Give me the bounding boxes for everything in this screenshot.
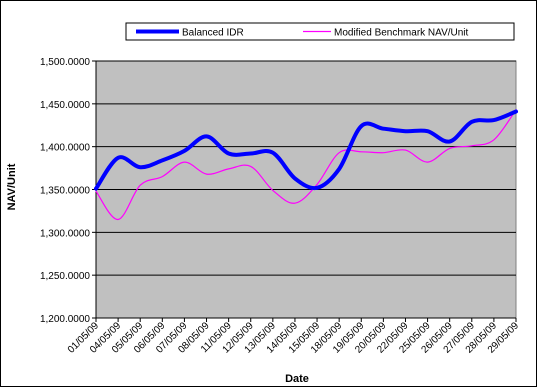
legend-label: Balanced IDR (182, 28, 244, 39)
x-axis-title: Date (285, 373, 309, 385)
y-tick-label: 1,450.0000 (40, 100, 90, 111)
y-axis-title: NAV/Unit (6, 163, 18, 210)
grid-lines (96, 60, 516, 276)
y-tick-label: 1,350.0000 (40, 186, 90, 197)
y-axis: 1,200.0000 1,250.0000 1,300.0000 1,350.0000… (40, 57, 97, 325)
series-lines (94, 109, 518, 221)
legend: Balanced IDR Modified Benchmark NAV/Unit (125, 22, 515, 41)
series-line-balanced-idr (94, 109, 518, 191)
y-tick-label: 1,200.0000 (40, 314, 90, 325)
series-line-modified-benchmark-nav-unit (95, 109, 517, 221)
x-axis: 01/05/0904/05/0905/05/0906/05/0907/05/09… (66, 317, 521, 356)
y-tick-label: 1,250.0000 (40, 271, 90, 282)
y-tick-label: 1,500.0000 (40, 57, 90, 68)
y-tick-label: 1,400.0000 (40, 143, 90, 154)
y-tick-label: 1,300.0000 (40, 228, 90, 239)
legend-label: Modified Benchmark NAV/Unit (334, 28, 469, 39)
